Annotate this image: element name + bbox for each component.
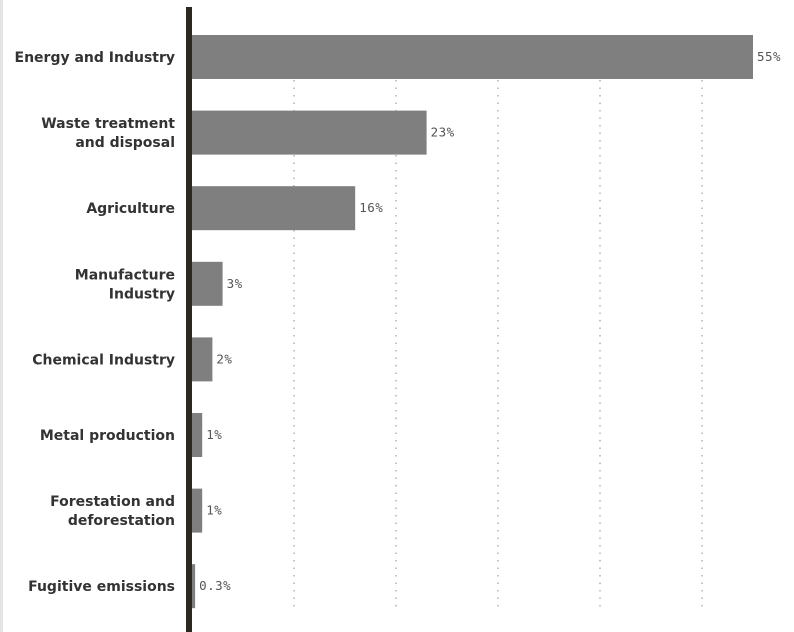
category-label-7-line-0: Fugitive emissions	[28, 579, 175, 595]
category-label-3: Manufacture Industry	[75, 267, 175, 302]
value-label-2: 16%	[359, 200, 383, 215]
category-label-2-line-0: Agriculture	[86, 201, 175, 217]
bar-6	[192, 488, 203, 533]
category-label-3-line-1: Industry	[109, 286, 175, 302]
value-labels: 55% 23% 16% 3% 2% 1% 1% 0.3%	[199, 49, 781, 593]
category-label-0-line-0: Energy and Industry	[15, 50, 175, 66]
bar-4	[192, 337, 213, 382]
category-label-3-line-0: Manufacture	[75, 267, 175, 283]
bar-1	[192, 110, 427, 155]
category-label-6-line-0: Forestation and	[50, 494, 175, 510]
bar-5	[192, 413, 203, 457]
category-label-1: Waste treatment and disposal	[41, 116, 175, 151]
bar-2	[192, 186, 356, 231]
category-label-4-line-0: Chemical Industry	[32, 352, 175, 368]
value-label-6: 1%	[206, 503, 222, 518]
bars	[192, 35, 753, 609]
gridlines	[293, 80, 703, 612]
value-label-7: 0.3%	[199, 578, 231, 593]
category-label-6: Forestation and deforestation	[50, 494, 175, 529]
bar-7	[192, 564, 196, 609]
category-label-6-line-1: deforestation	[68, 513, 175, 529]
value-label-0: 55%	[757, 49, 781, 64]
category-label-1-line-0: Waste treatment	[41, 116, 175, 132]
category-label-1-line-1: and disposal	[75, 135, 175, 151]
category-labels: Energy and Industry Waste treatment and di…	[15, 50, 176, 595]
bar-3	[192, 261, 223, 306]
category-label-0: Energy and Industry	[15, 50, 175, 66]
value-label-5: 1%	[206, 427, 222, 442]
category-label-2: Agriculture	[86, 201, 175, 217]
left-edge-divider	[0, 0, 3, 632]
category-label-4: Chemical Industry	[32, 352, 175, 368]
value-label-4: 2%	[216, 351, 232, 366]
category-label-7: Fugitive emissions	[28, 579, 175, 595]
value-label-3: 3%	[227, 276, 243, 291]
category-label-5: Metal production	[40, 428, 175, 444]
bar-0	[192, 35, 753, 79]
y-axis-line	[186, 7, 192, 632]
category-label-5-line-0: Metal production	[40, 428, 175, 444]
value-label-1: 23%	[431, 125, 455, 140]
